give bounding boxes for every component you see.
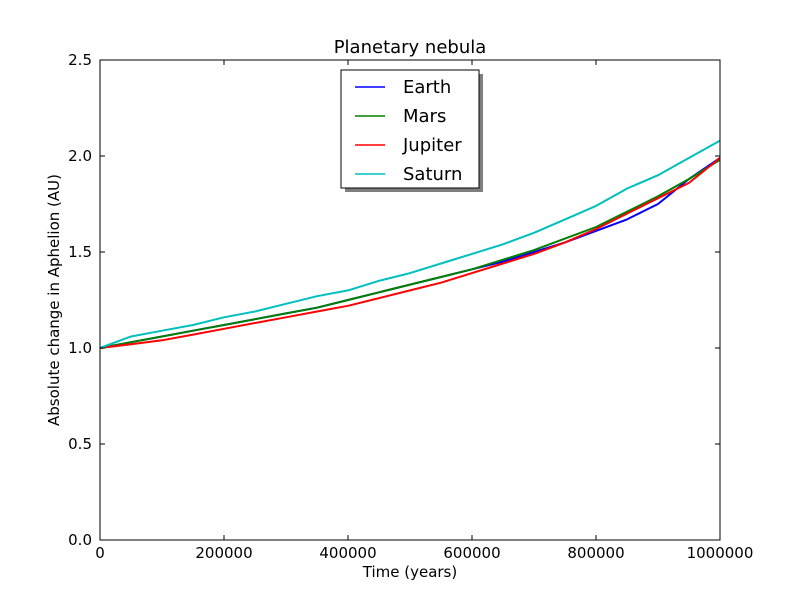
x-tick-label: 200000 xyxy=(195,544,252,562)
x-tick-label: 400000 xyxy=(319,544,376,562)
series-line-saturn xyxy=(99,139,721,349)
y-tick-label: 1.5 xyxy=(68,243,92,261)
x-axis-label: Time (years) xyxy=(362,563,457,581)
legend-box xyxy=(340,69,480,189)
legend-label-saturn: Saturn xyxy=(403,164,462,185)
y-axis-label: Absolute change in Aphelion (AU) xyxy=(45,174,63,426)
x-tick-label: 1000000 xyxy=(687,544,754,562)
y-tick-label: 2.0 xyxy=(68,147,92,165)
y-tick-label: 1.0 xyxy=(68,339,92,357)
series-line-jupiter xyxy=(99,157,721,349)
chart-title: Planetary nebula xyxy=(334,37,487,58)
x-tick-label: 600000 xyxy=(443,544,500,562)
legend: Earth Mars Jupiter Saturn xyxy=(340,69,483,192)
legend-label-jupiter: Jupiter xyxy=(402,135,462,156)
plot-frame xyxy=(99,59,721,541)
legend-label-earth: Earth xyxy=(403,77,451,98)
legend-label-mars: Mars xyxy=(403,106,446,127)
ticks-layer: 0 200000 400000 600000 800000 1000000 0.0 0.5 1.… xyxy=(68,51,753,562)
series-layer xyxy=(99,139,721,349)
x-tick-label: 0 xyxy=(95,544,105,562)
y-tick-label: 0.5 xyxy=(68,435,92,453)
series-line-mars xyxy=(99,158,721,349)
y-tick-label: 2.5 xyxy=(68,51,92,69)
y-tick-label: 0.0 xyxy=(68,531,92,549)
x-tick-label: 800000 xyxy=(567,544,624,562)
